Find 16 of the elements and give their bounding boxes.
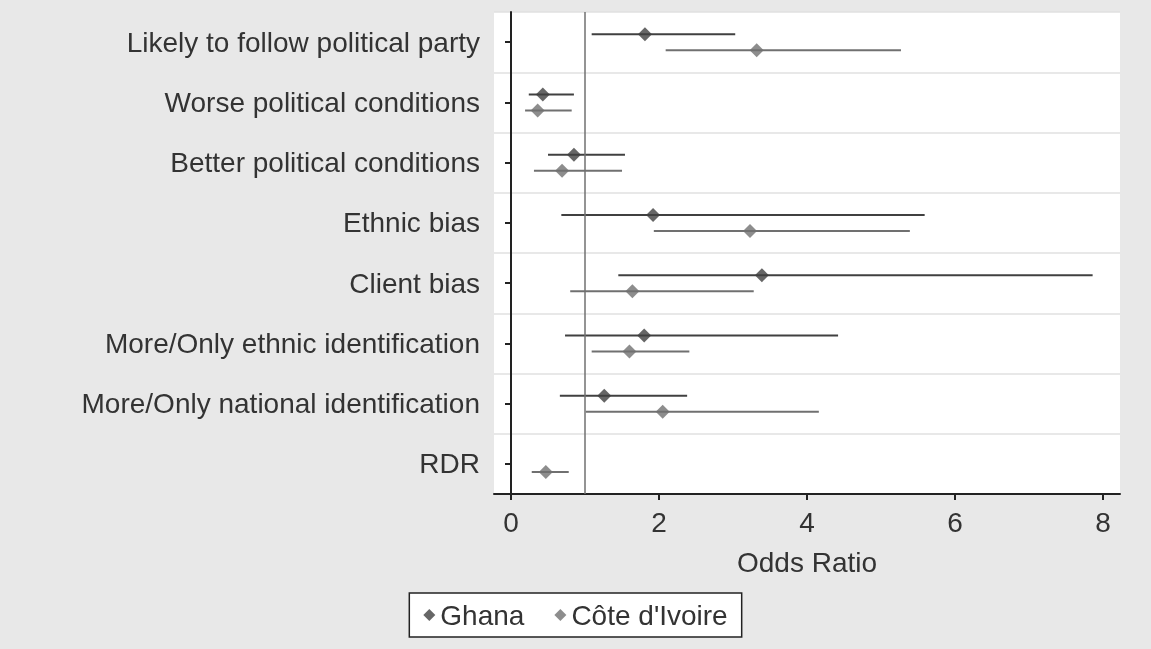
y-tick-label: More/Only ethnic identification [104,327,480,359]
y-tick-label: RDR [419,448,480,480]
x-tick-label: 0 [503,506,519,538]
legend-label: Ghana [440,599,525,631]
y-tick-label: Client bias [349,267,480,299]
y-tick-label: More/Only national identification [81,388,480,420]
y-tick-label: Likely to follow political party [126,26,480,58]
legend-label: Côte d'Ivoire [571,599,728,631]
x-tick-label: 8 [1095,506,1111,538]
x-tick-label: 6 [947,506,963,538]
x-axis-title: Odds Ratio [736,546,878,578]
x-tick-label: 2 [651,506,667,538]
y-tick-label: Worse political conditions [164,86,480,118]
y-tick-label: Better political conditions [170,147,480,179]
x-tick-label: 4 [799,506,815,538]
y-tick-label: Ethnic bias [343,207,480,239]
